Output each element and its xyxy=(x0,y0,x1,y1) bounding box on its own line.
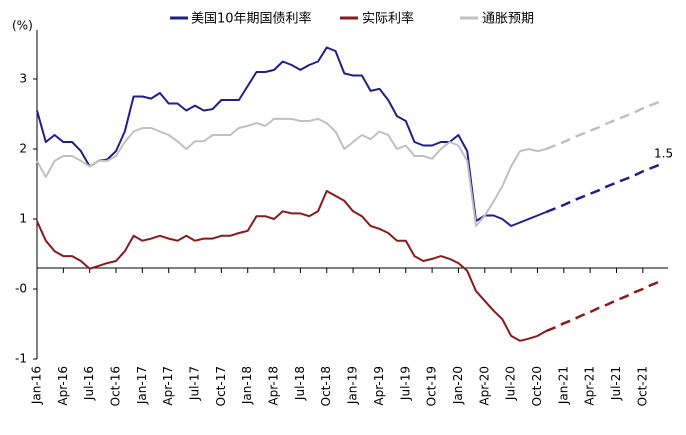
x-tick-label: Jul-21 xyxy=(609,366,623,401)
x-tick-label: Oct-17 xyxy=(214,366,228,406)
x-tick-label: Jan-21 xyxy=(556,366,570,405)
y-tick-label: 3 xyxy=(19,72,27,86)
forecast-line xyxy=(545,163,661,214)
x-tick-label: Jan-18 xyxy=(240,366,254,405)
y-tick-label: 1 xyxy=(19,212,27,226)
x-tick-label: Jan-16 xyxy=(30,366,44,405)
y-tick-label: -1 xyxy=(15,352,27,366)
x-tick-label: Jan-17 xyxy=(135,366,149,405)
x-tick-label: Apr-21 xyxy=(583,366,597,406)
x-tick-label: Jul-16 xyxy=(82,366,96,401)
x-tick-label: Oct-16 xyxy=(109,366,123,406)
series-line xyxy=(36,190,547,342)
x-tick-label: Oct-19 xyxy=(425,366,439,406)
legend-label: 美国10年期国债利率 xyxy=(191,11,312,27)
x-tick-label: Oct-21 xyxy=(635,366,649,406)
x-tick-label: Oct-18 xyxy=(319,366,333,406)
x-tick-label: Oct-20 xyxy=(530,366,544,406)
x-tick-label: Jan-20 xyxy=(451,366,465,405)
y-tick-label: -0 xyxy=(15,282,27,296)
legend: 美国10年期国债利率 实际利率 通胀预期 xyxy=(170,11,534,27)
x-tick-label: Jul-17 xyxy=(188,366,202,401)
x-tick-label: Jul-19 xyxy=(398,366,412,401)
x-tick-label: Jan-19 xyxy=(346,366,360,405)
legend-label: 实际利率 xyxy=(362,11,414,27)
y-tick-label: 2 xyxy=(19,142,27,156)
x-tick-label: Apr-20 xyxy=(477,366,491,406)
series-line xyxy=(36,117,547,227)
x-tick-label: Jul-18 xyxy=(293,366,307,401)
x-tick-label: Apr-19 xyxy=(372,366,386,406)
x-tick-label: Apr-18 xyxy=(267,366,281,406)
forecast-line xyxy=(545,100,661,151)
annotation: 1.5 xyxy=(654,147,673,161)
x-tick-label: Jul-20 xyxy=(504,366,518,401)
series-line xyxy=(36,46,547,227)
forecast-line xyxy=(545,280,661,333)
legend-label: 通胀预期 xyxy=(482,12,534,27)
x-tick-label: Apr-17 xyxy=(161,366,175,406)
x-tick-label: Apr-16 xyxy=(56,366,70,406)
y-axis-label: (%) xyxy=(12,19,33,33)
